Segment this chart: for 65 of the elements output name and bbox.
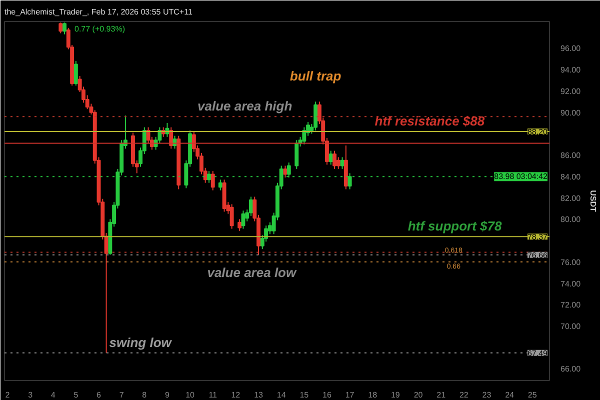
x-tick-label: 11 [208,390,218,400]
annotation: htf resistance $88 [374,114,486,129]
x-tick-label: 14 [276,390,286,400]
x-tick-label: 15 [300,390,310,400]
candlestick [328,150,333,166]
x-tick-label: 4 [50,390,56,400]
x-tick-label: 8 [142,390,148,400]
x-tick-label: 23 [482,390,492,400]
y-tick-label: 90.00 [560,108,582,118]
y-axis-title: USDT [588,190,598,212]
y-tick-label: 74.00 [560,279,582,288]
candlestick [62,22,67,35]
y-tick-label: 82.00 [560,194,582,203]
annotation: swing low [109,334,172,350]
y-tick-label: 86.00 [560,151,582,160]
annotation: value area low [207,264,297,280]
ref-line-label: 83.98 03:04:42 [494,172,548,182]
x-tick-label: 6 [96,390,102,400]
y-tick-label: 80.00 [560,215,582,224]
annotation: htf support $78 [408,218,503,234]
ref-line-label: 88.20 [527,128,548,137]
x-tick-label: 21 [436,390,446,400]
x-tick-label: 2 [5,390,10,400]
chart-subtitle: 0.77 (+0.93%) [74,24,126,34]
x-tick-label: 3 [28,390,34,400]
x-tick-label: 22 [459,390,469,400]
x-tick-label: 17 [345,390,355,400]
x-tick-label: 7 [119,390,124,400]
candlestick [336,156,340,170]
y-tick-label: 92.00 [560,86,582,96]
candlestick [74,60,78,86]
candlestick [58,22,63,34]
annotation: value area high [197,98,292,114]
x-tick-label: 13 [254,390,264,400]
x-tick-label: 16 [322,390,332,400]
x-tick-label: 24 [505,390,515,400]
candlestick [294,140,299,170]
y-tick-label: 94.00 [560,66,582,75]
candlestick [241,210,246,230]
ref-line-label: 78.37 [527,232,548,242]
x-tick-label: 20 [414,390,424,400]
y-tick-label: 72.00 [560,300,582,310]
candlestick [238,218,242,232]
candlestick [283,165,288,178]
y-tick-label: 70.00 [560,322,582,332]
x-tick-label: 19 [391,390,400,400]
candlestick [230,204,234,230]
y-tick-label: 84.00 [560,172,582,182]
y-tick-label: 66.00 [560,364,582,374]
candlestick [218,179,222,191]
x-tick-label: 5 [74,390,79,400]
x-tick-label: 10 [186,390,196,400]
candlestick [314,101,318,131]
candlestick [210,170,215,191]
x-tick-label: 18 [368,390,378,400]
candlestick [332,150,336,170]
x-tick-label: 12 [231,390,241,400]
chart-title: the_Alchemist_Trader_, Feb 17, 2026 03:55 UTC+11 [4,8,193,16]
annotation: bull trap [290,68,342,84]
ref-line-label: 67.49 [527,348,548,358]
x-tick-label: 9 [165,390,170,400]
ref-line-label: 76.66 [527,250,548,260]
x-tick-label: 25 [528,390,538,400]
y-tick-label: 76.00 [560,258,582,267]
y-tick-label: 96.00 [560,44,582,54]
